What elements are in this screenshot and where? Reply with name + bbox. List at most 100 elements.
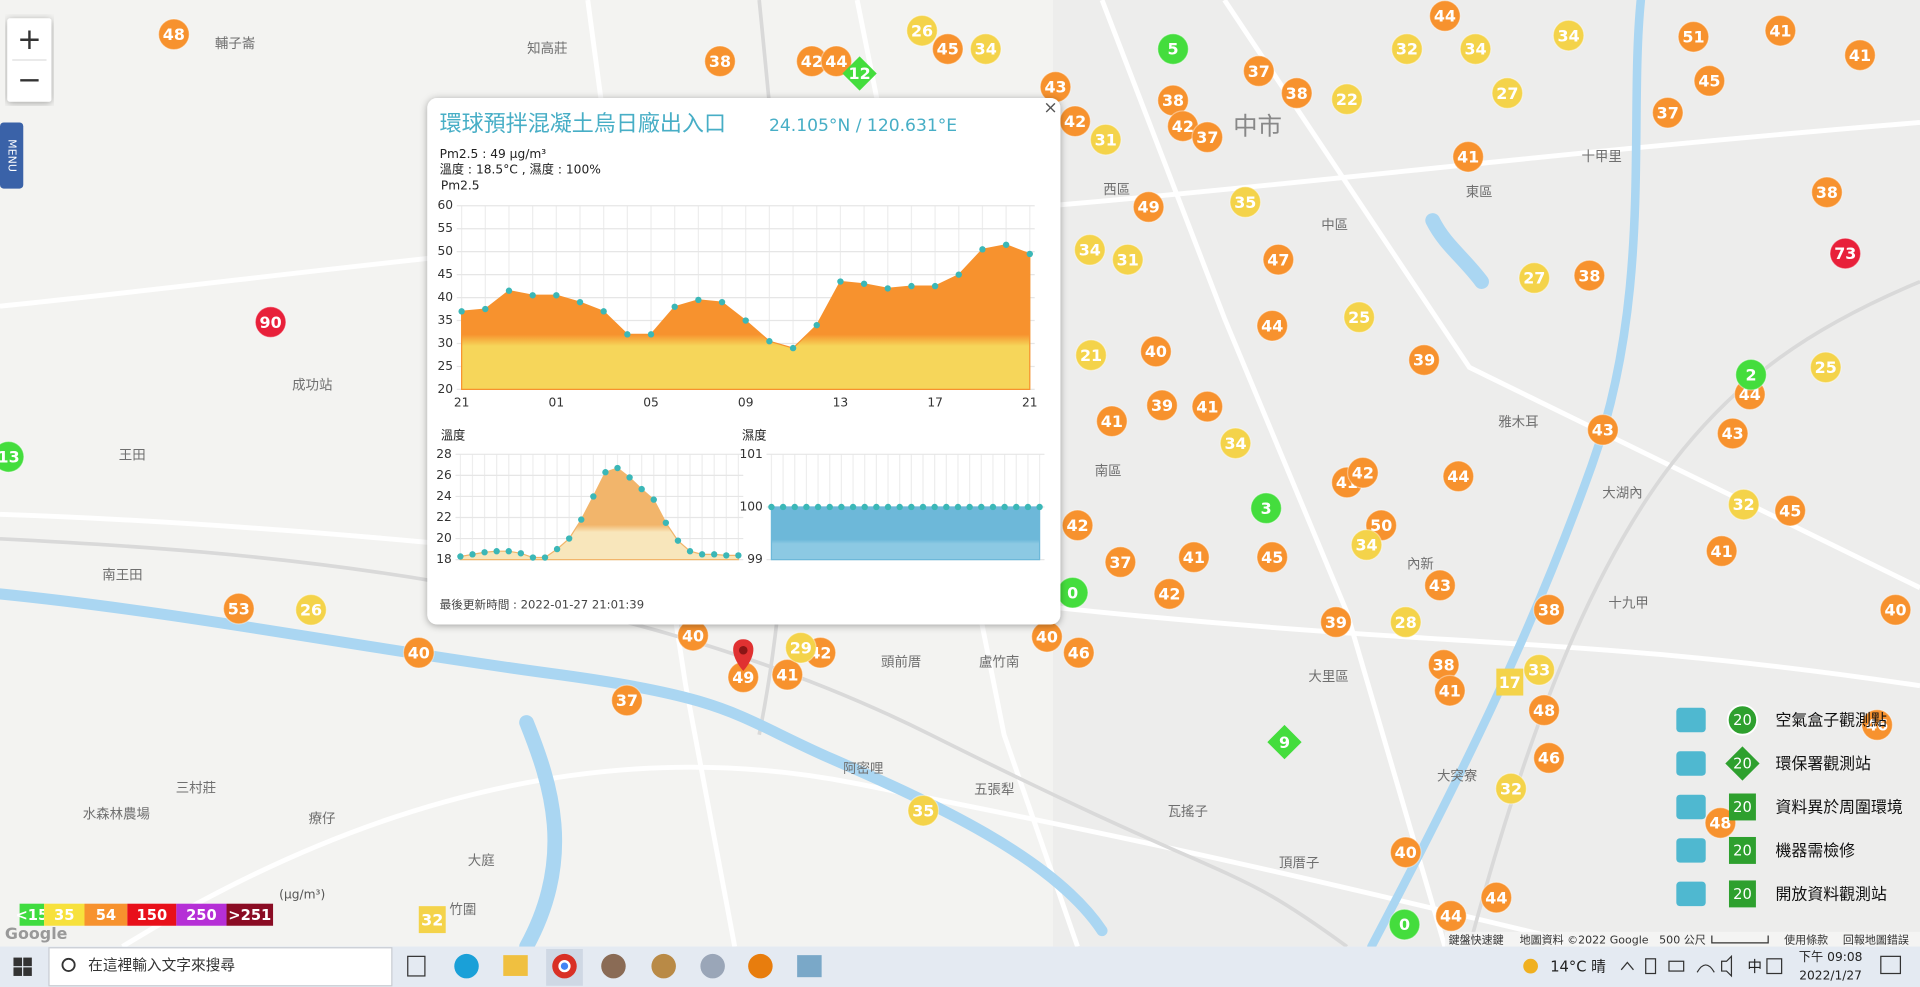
station-marker[interactable]: 41 (771, 658, 804, 691)
station-marker[interactable]: 73 (1829, 237, 1862, 270)
station-marker[interactable]: 13 (0, 440, 25, 473)
station-marker[interactable]: 42 (1166, 110, 1199, 143)
station-marker[interactable]: 47 (1262, 243, 1295, 276)
zoom-in[interactable]: + (17, 22, 42, 56)
station-marker[interactable]: 35 (1229, 186, 1262, 218)
station-marker[interactable]: 42 (1059, 105, 1092, 138)
station-marker[interactable]: 41 (1177, 541, 1210, 574)
station-marker[interactable]: 44 (1442, 460, 1475, 493)
station-marker[interactable]: 42 (795, 45, 828, 78)
station-marker[interactable]: 39 (1320, 606, 1352, 638)
station-marker[interactable]: 31 (1111, 243, 1144, 276)
station-marker[interactable]: 28 (1389, 606, 1422, 638)
station-marker[interactable]: 41 (1705, 535, 1738, 567)
station-marker[interactable]: 44 (820, 45, 853, 78)
clock-time[interactable]: 下午 09:08 (1799, 950, 1863, 964)
station-marker[interactable]: 9 (1267, 724, 1302, 760)
station-marker[interactable]: 21 (1075, 339, 1107, 372)
station-marker[interactable]: 49 (1132, 191, 1165, 223)
station-marker[interactable]: 38 (1157, 84, 1189, 117)
station-marker[interactable]: 37 (1104, 546, 1137, 578)
station-marker[interactable]: 44 (1428, 0, 1461, 32)
station-marker[interactable]: 5 (1157, 33, 1189, 65)
zoom-out[interactable]: − (17, 62, 42, 96)
station-marker[interactable]: 25 (1343, 301, 1376, 334)
station-marker[interactable]: 38 (1573, 259, 1606, 292)
station-marker[interactable]: 0 (1056, 576, 1089, 609)
station-marker[interactable]: 45 (1256, 541, 1289, 574)
clock-date[interactable]: 2022/1/27 (1799, 968, 1862, 982)
station-marker[interactable]: 17 (1496, 668, 1524, 696)
station-marker[interactable]: 27 (1491, 77, 1524, 110)
station-marker[interactable]: 44 (1435, 900, 1467, 932)
station-marker[interactable]: 90 (254, 306, 287, 338)
station-marker[interactable]: 29 (784, 631, 817, 664)
station-marker[interactable]: 27 (1518, 262, 1551, 294)
station-marker[interactable]: 45 (1774, 494, 1807, 527)
station-marker[interactable]: 12 (842, 56, 877, 91)
station-marker[interactable]: 34 (1073, 233, 1106, 266)
explorer-icon[interactable] (503, 955, 528, 976)
station-marker[interactable]: 39 (1146, 389, 1178, 422)
station-marker[interactable]: 32 (1391, 33, 1423, 65)
search-text[interactable]: 在這裡輸入文字來搜尋 (88, 957, 235, 974)
station-marker[interactable]: 25 (1809, 351, 1842, 384)
station-marker[interactable]: 46 (1533, 742, 1565, 774)
station-marker[interactable]: 22 (1331, 83, 1363, 116)
station-marker[interactable]: 35 (907, 794, 940, 827)
station-marker[interactable]: 48 (157, 18, 190, 51)
station-marker[interactable]: 41 (1095, 405, 1128, 438)
edge-icon[interactable] (454, 953, 479, 979)
station-marker[interactable]: 26 (906, 14, 938, 47)
start-button[interactable] (13, 957, 32, 976)
close-button[interactable]: × (1043, 98, 1057, 118)
station-marker[interactable]: 26 (295, 593, 327, 626)
station-marker[interactable]: 45 (931, 33, 964, 65)
station-marker[interactable]: 44 (1480, 881, 1513, 914)
station-marker[interactable]: 40 (1879, 593, 1912, 626)
station-marker[interactable]: 38 (1280, 77, 1313, 110)
station-marker[interactable]: 51 (1677, 20, 1710, 53)
station-marker[interactable]: 40 (677, 619, 709, 652)
station-marker[interactable]: 48 (1528, 694, 1560, 727)
station-marker[interactable]: 3 (1250, 492, 1283, 525)
station-marker[interactable]: 37 (1651, 96, 1684, 129)
station-marker[interactable]: 38 (704, 45, 736, 78)
station-marker[interactable]: 40 (1031, 620, 1063, 653)
app-icon[interactable] (651, 953, 676, 979)
ime[interactable]: 中 (1747, 958, 1762, 975)
station-marker[interactable]: 2 (1735, 358, 1767, 391)
station-marker[interactable]: 38 (1811, 176, 1843, 209)
menu-label[interactable]: MENU (6, 139, 19, 172)
station-marker[interactable]: 37 (1191, 121, 1224, 154)
station-marker[interactable]: 31 (1089, 123, 1122, 156)
station-marker[interactable]: 41 (1191, 390, 1224, 423)
station-marker[interactable]: 34 (1459, 33, 1492, 65)
station-marker[interactable]: 41 (1764, 14, 1797, 47)
menu-tab[interactable]: MENU (0, 122, 24, 189)
station-marker[interactable]: 34 (1552, 19, 1585, 52)
station-marker[interactable]: 32 (1727, 488, 1760, 521)
station-marker[interactable]: 42 (1346, 456, 1379, 489)
app-icon[interactable] (601, 953, 626, 979)
station-marker[interactable]: 40 (402, 636, 435, 669)
station-marker[interactable]: 34 (1219, 427, 1252, 460)
station-marker[interactable]: 34 (969, 33, 1002, 65)
task-view[interactable] (407, 955, 426, 977)
station-marker[interactable]: 38 (1427, 649, 1460, 681)
blender-icon[interactable] (748, 953, 773, 979)
station-marker[interactable]: 46 (1062, 636, 1095, 669)
station-marker[interactable]: 39 (1408, 344, 1440, 376)
station-marker[interactable]: 48 (1704, 806, 1737, 839)
station-marker[interactable]: 38 (1533, 593, 1565, 626)
ime-icon[interactable] (1766, 958, 1783, 975)
station-marker[interactable]: 41 (1452, 140, 1485, 173)
station-marker[interactable]: 40 (1140, 335, 1172, 368)
station-marker[interactable]: 32 (1495, 772, 1527, 805)
attribution-text[interactable]: 鍵盤快速鍵 (1449, 932, 1504, 946)
station-marker[interactable]: 43 (1424, 569, 1456, 602)
station-marker[interactable]: 32 (418, 906, 446, 934)
search-box[interactable] (48, 947, 393, 987)
attribution-text[interactable]: 回報地圖錯誤 (1843, 932, 1909, 946)
station-marker[interactable]: 43 (1039, 71, 1072, 103)
